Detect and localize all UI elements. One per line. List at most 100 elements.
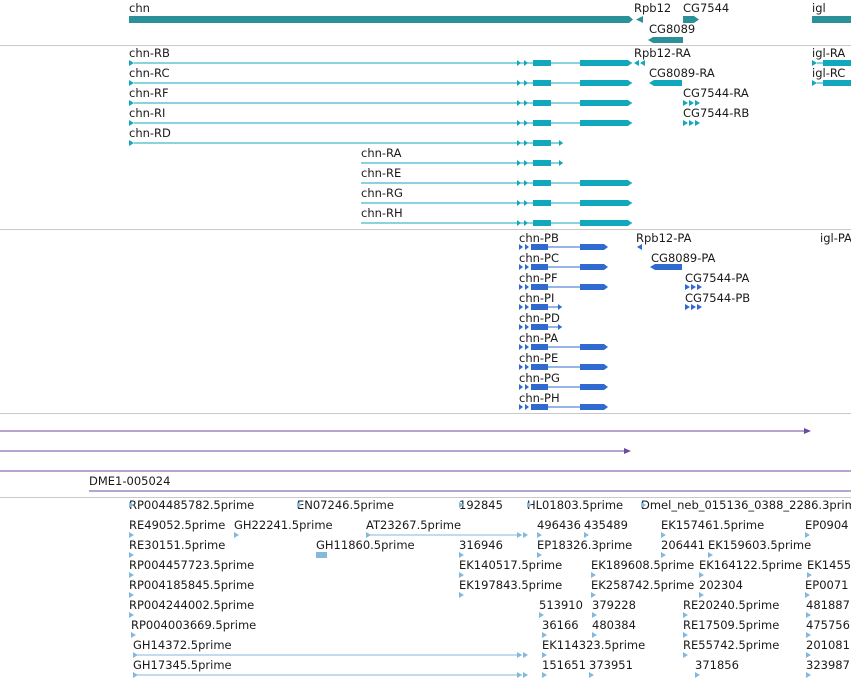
- protein-cg7544-pa: [685, 284, 702, 290]
- est-label[interactable]: 36166: [542, 618, 579, 632]
- est-label[interactable]: 206441: [661, 538, 705, 552]
- est-label[interactable]: EP0071: [805, 578, 849, 592]
- protein-track: chn-PB Rpb12-PA igl-PA chn-PC CG8089-PA …: [0, 230, 851, 413]
- est-label[interactable]: GH17345.5prime: [133, 658, 232, 672]
- est-label[interactable]: RP004003669.5prime: [131, 618, 257, 632]
- gene-label-igl[interactable]: igl: [812, 1, 826, 15]
- protein-label-cg7544-pb[interactable]: CG7544-PB: [685, 291, 751, 305]
- est-label[interactable]: 323987: [806, 658, 850, 672]
- est-label[interactable]: 202304: [699, 578, 743, 592]
- est-label[interactable]: RP004244002.5prime: [129, 598, 255, 612]
- est-label[interactable]: Dmel_neb_015136_0388_2286.3prime: [641, 498, 851, 512]
- protein-chn-pe: [519, 364, 608, 370]
- protein-chn-pc: [519, 264, 608, 270]
- est-label[interactable]: EK1455: [807, 558, 851, 572]
- est-label[interactable]: EK164122.5prime: [699, 558, 803, 572]
- est-glyphs[interactable]: [129, 502, 812, 678]
- transcript-label-igl-rc[interactable]: igl-RC: [812, 66, 846, 80]
- feature-label-dme1[interactable]: DME1-005024: [89, 474, 171, 488]
- protein-chn-pa: [519, 344, 608, 350]
- est-label[interactable]: RE17509.5prime: [683, 618, 780, 632]
- est-label[interactable]: 371856: [695, 658, 739, 672]
- est-label[interactable]: 379228: [592, 598, 636, 612]
- est-label[interactable]: 496436: [537, 518, 581, 532]
- gene-glyphs[interactable]: [129, 16, 851, 43]
- est-label[interactable]: RP004457723.5prime: [129, 558, 255, 572]
- protein-label-cg7544-pa[interactable]: CG7544-PA: [685, 271, 750, 285]
- protein-label-chn-pi[interactable]: chn-PI: [519, 291, 555, 305]
- transcript-label-chn-rf[interactable]: chn-RF: [129, 86, 169, 100]
- feature-track: DME1-005024: [0, 414, 851, 497]
- protein-label-chn-pd[interactable]: chn-PD: [519, 311, 560, 325]
- gene-label-cg8089[interactable]: CG8089: [649, 22, 696, 36]
- est-label[interactable]: 513910: [539, 598, 583, 612]
- est-label[interactable]: 151651: [542, 658, 586, 672]
- protein-label-igl-pa[interactable]: igl-PA: [820, 231, 851, 245]
- transcript-label-cg8089-ra[interactable]: CG8089-RA: [649, 66, 715, 80]
- est-label[interactable]: 373951: [589, 658, 633, 672]
- transcript-rpb12-ra: [634, 60, 645, 66]
- est-label[interactable]: 316946: [459, 538, 503, 552]
- transcript-label-igl-ra[interactable]: igl-RA: [812, 46, 846, 60]
- protein-label-cg8089-pa[interactable]: CG8089-PA: [651, 251, 716, 265]
- protein-cg7544-pb: [685, 304, 702, 310]
- protein-chn-ph: [519, 404, 608, 410]
- est-label[interactable]: EK197843.5prime: [459, 578, 563, 592]
- transcript-label-chn-rc[interactable]: chn-RC: [129, 66, 170, 80]
- protein-label-rpb12-pa[interactable]: Rpb12-PA: [636, 231, 692, 245]
- protein-glyphs[interactable]: [519, 244, 702, 410]
- est-label[interactable]: GH14372.5prime: [133, 638, 232, 652]
- transcript-label-cg7544-rb[interactable]: CG7544-RB: [683, 106, 750, 120]
- protein-label-chn-pc[interactable]: chn-PC: [519, 251, 560, 265]
- est-label[interactable]: EK258742.5prime: [591, 578, 695, 592]
- protein-label-chn-ph[interactable]: chn-PH: [519, 391, 560, 405]
- est-label[interactable]: HL01803.5prime: [527, 498, 624, 512]
- transcript-glyphs[interactable]: [129, 60, 851, 226]
- protein-label-chn-pg[interactable]: chn-PG: [519, 371, 560, 385]
- est-label[interactable]: RE55742.5prime: [683, 638, 780, 652]
- est-label[interactable]: GH11860.5prime: [316, 538, 415, 552]
- transcript-label-chn-rb[interactable]: chn-RB: [129, 46, 170, 60]
- est-label[interactable]: 475756: [806, 618, 850, 632]
- est-label[interactable]: EP18326.3prime: [537, 538, 633, 552]
- transcript-label-chn-ra[interactable]: chn-RA: [361, 146, 402, 160]
- transcript-chn-rh: [361, 220, 632, 226]
- est-label[interactable]: 435489: [584, 518, 628, 532]
- est-label[interactable]: RE30151.5prime: [129, 538, 226, 552]
- protein-label-chn-pe[interactable]: chn-PE: [519, 351, 559, 365]
- est-label[interactable]: EK157461.5prime: [661, 518, 765, 532]
- est-label[interactable]: RP004185845.5prime: [129, 578, 255, 592]
- transcript-label-cg7544-ra[interactable]: CG7544-RA: [683, 86, 749, 100]
- transcript-label-chn-rg[interactable]: chn-RG: [361, 186, 403, 200]
- est-label[interactable]: EP0904: [805, 518, 849, 532]
- est-label[interactable]: 481887: [806, 598, 850, 612]
- transcript-label-rpb12-ra[interactable]: Rpb12-RA: [634, 46, 691, 60]
- transcript-label-chn-re[interactable]: chn-RE: [361, 166, 402, 180]
- gene-label-cg7544[interactable]: CG7544: [683, 1, 730, 15]
- est-label[interactable]: 192845: [459, 498, 503, 512]
- est-label[interactable]: GH22241.5prime: [234, 518, 333, 532]
- est-label[interactable]: AT23267.5prime: [366, 518, 462, 532]
- protein-label-chn-pa[interactable]: chn-PA: [519, 331, 559, 345]
- transcript-label-chn-rh[interactable]: chn-RH: [361, 206, 403, 220]
- est-label[interactable]: RE49052.5prime: [129, 518, 226, 532]
- protein-label-chn-pf[interactable]: chn-PF: [519, 271, 558, 285]
- est-label[interactable]: RP004485782.5prime: [129, 498, 255, 512]
- est-label[interactable]: 201081: [806, 638, 850, 652]
- feature-glyphs[interactable]: [0, 428, 851, 492]
- est-label[interactable]: EK189608.5prime: [591, 558, 695, 572]
- transcript-label-chn-rd[interactable]: chn-RD: [129, 126, 171, 140]
- gene-label-rpb12[interactable]: Rpb12: [634, 1, 672, 15]
- est-label[interactable]: EN07246.5prime: [297, 498, 394, 512]
- est-label[interactable]: EK140517.5prime: [459, 558, 563, 572]
- est-label[interactable]: EK159603.5prime: [708, 538, 812, 552]
- track-separator: [0, 229, 851, 230]
- transcript-label-chn-ri[interactable]: chn-RI: [129, 106, 166, 120]
- est-label[interactable]: 480384: [592, 618, 636, 632]
- est-label[interactable]: RE20240.5prime: [683, 598, 780, 612]
- est-label[interactable]: EK114323.5prime: [542, 638, 646, 652]
- gene-label-chn[interactable]: chn: [129, 1, 150, 15]
- protein-label-chn-pb[interactable]: chn-PB: [519, 231, 559, 245]
- transcript-chn-re: [361, 180, 632, 186]
